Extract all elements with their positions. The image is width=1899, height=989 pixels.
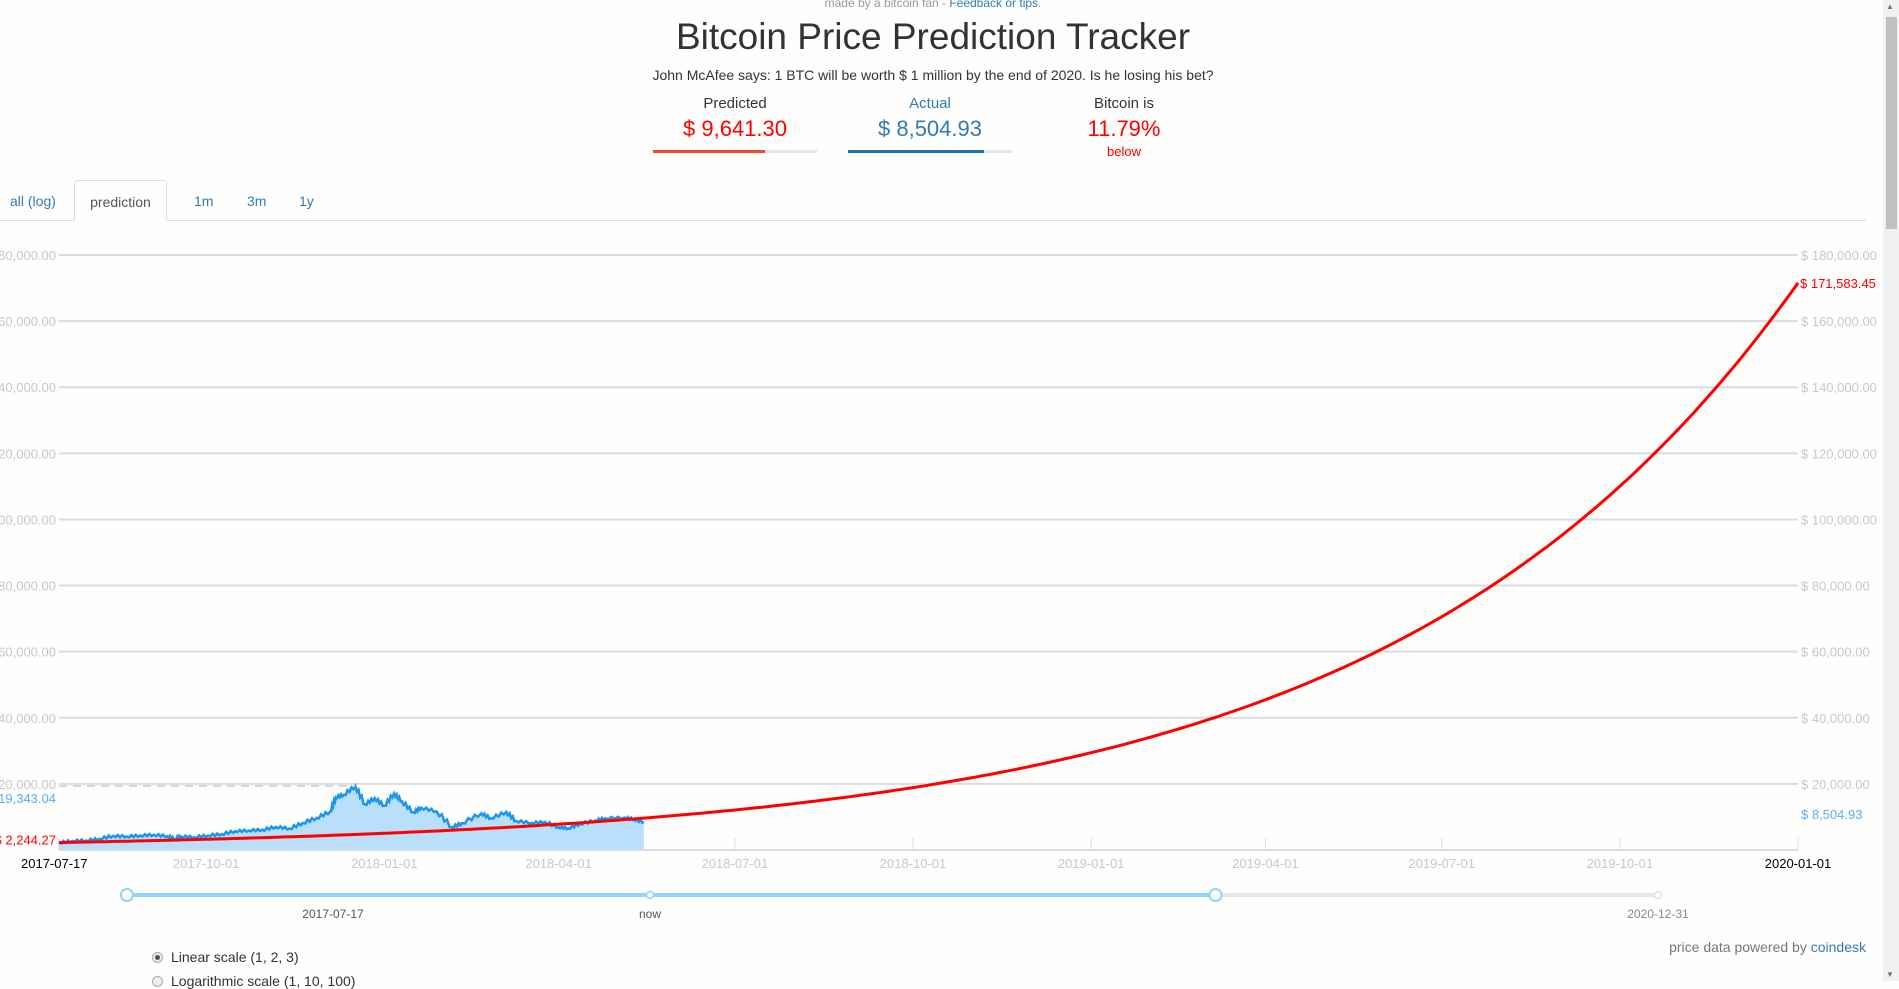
y-tick-label-right: $ 160,000.00 xyxy=(1801,314,1877,329)
tab-all-log[interactable]: all (log) xyxy=(10,193,56,209)
x-tick-label: 2019-04-01 xyxy=(1232,856,1299,871)
x-tick-label: 2018-01-01 xyxy=(351,856,418,871)
x-tick-label: 2018-04-01 xyxy=(525,856,592,871)
y-tick-label-right: $ 140,000.00 xyxy=(1801,380,1877,395)
actual-progress-bar xyxy=(848,150,1012,153)
predicted-value: $ 9,641.30 xyxy=(683,116,787,141)
page-subtitle: John McAfee says: 1 BTC will be worth $ … xyxy=(652,67,1214,83)
y-tick-label-left: $ 100,000.00 xyxy=(0,512,56,527)
actual-stat: Actual $ 8,504.93 xyxy=(845,95,1015,153)
predicted-progress-bar xyxy=(653,150,817,153)
slider-end-label: 2020-12-31 xyxy=(1627,907,1689,921)
current-price-label: $ 8,504.93 xyxy=(1801,807,1862,822)
tab-prediction[interactable]: prediction xyxy=(74,180,167,221)
scroll-up-icon[interactable]: ▲ xyxy=(1886,2,1894,11)
slider-end-marker xyxy=(1653,890,1663,900)
linear-scale-option[interactable]: Linear scale (1, 2, 3) xyxy=(152,949,299,965)
scrollbar[interactable]: ▲ ▼ xyxy=(1883,0,1899,981)
y-tick-label-left: $ 20,000.00 xyxy=(0,777,56,792)
y-tick-label-right: $ 100,000.00 xyxy=(1801,512,1877,527)
end-prediction-label: $ 171,583.45 xyxy=(1800,276,1876,291)
y-tick-label-right: $ 120,000.00 xyxy=(1801,446,1877,461)
data-attribution: price data powered by coindesk xyxy=(1669,939,1866,955)
scrollbar-thumb[interactable] xyxy=(1886,17,1897,229)
slider-start-handle[interactable] xyxy=(120,888,134,902)
tab-1y[interactable]: 1y xyxy=(299,193,314,209)
y-tick-label-right: $ 20,000.00 xyxy=(1801,777,1870,792)
x-tick-label: 2019-01-01 xyxy=(1058,856,1125,871)
y-tick-label-right: $ 180,000.00 xyxy=(1801,248,1877,263)
status-stat: Bitcoin is 11.79% below xyxy=(1039,95,1209,159)
log-scale-option[interactable]: Logarithmic scale (1, 10, 100) xyxy=(152,973,355,989)
feedback-link[interactable]: Feedback or tips xyxy=(949,0,1039,10)
predicted-label: Predicted xyxy=(703,95,767,112)
y-tick-label-left: $ 140,000.00 xyxy=(0,380,56,395)
radio-selected-icon[interactable] xyxy=(152,951,163,963)
y-tick-label-right: $ 60,000.00 xyxy=(1801,645,1870,660)
x-tick-label: 2019-10-01 xyxy=(1587,856,1654,871)
actual-value: $ 8,504.93 xyxy=(878,116,982,141)
x-tick-label: 2018-10-01 xyxy=(880,856,947,871)
slider-now-label: now xyxy=(638,907,662,921)
actual-progress-fill xyxy=(848,150,985,153)
tab-3m[interactable]: 3m xyxy=(247,193,267,209)
y-tick-label-left: $ 60,000.00 xyxy=(0,645,56,660)
linear-scale-label: Linear scale (1, 2, 3) xyxy=(171,949,299,965)
y-tick-label-left: $ 80,000.00 xyxy=(0,579,56,594)
start-price-label: $ 2,244.27 xyxy=(0,833,56,848)
prediction-line xyxy=(58,281,1800,845)
actual-label: Actual xyxy=(909,95,951,112)
x-tick-label: 2018-07-01 xyxy=(702,856,769,871)
page-title: Bitcoin Price Prediction Tracker xyxy=(675,16,1191,57)
scroll-down-icon[interactable]: ▼ xyxy=(1886,970,1894,979)
x-tick-label: 2017-07-17 xyxy=(21,856,88,871)
x-tick-label: 2020-01-01 xyxy=(1765,856,1832,871)
x-tick-label: 2019-07-01 xyxy=(1408,856,1475,871)
predicted-progress-fill xyxy=(653,150,765,153)
y-tick-label-right: $ 80,000.00 xyxy=(1801,579,1870,594)
x-tick-label: 2017-10-01 xyxy=(173,856,240,871)
tab-1m[interactable]: 1m xyxy=(194,193,214,209)
coindesk-link[interactable]: coindesk xyxy=(1810,939,1866,955)
credit-text: made by a bitcoin fan - xyxy=(824,0,950,10)
slider-start-label: 2017-07-17 xyxy=(302,907,364,921)
slider-end-handle[interactable] xyxy=(1208,888,1223,902)
credit-suffix: . xyxy=(1038,0,1042,10)
actual-area xyxy=(59,786,644,850)
status-percent: 11.79% xyxy=(1087,116,1161,141)
y-tick-label-left: $ 120,000.00 xyxy=(0,446,56,461)
y-tick-label-left: $ 180,000.00 xyxy=(0,248,56,263)
y-tick-label-right: $ 40,000.00 xyxy=(1801,711,1870,726)
radio-unselected-icon[interactable] xyxy=(152,975,163,987)
predicted-stat: Predicted $ 9,641.30 xyxy=(650,95,820,153)
status-direction: below xyxy=(1107,144,1141,159)
max-price-label: $ 19,343.04 xyxy=(0,791,56,806)
chart-tabs: all (log) prediction 1m 3m 1y xyxy=(0,180,1866,221)
status-label: Bitcoin is xyxy=(1093,95,1155,112)
credit-line: made by a bitcoin fan - Feedback or tips… xyxy=(0,0,1866,10)
y-tick-label-left: $ 160,000.00 xyxy=(0,314,56,329)
slider-now-marker xyxy=(645,890,655,900)
powered-text: price data powered by xyxy=(1669,939,1811,955)
y-tick-label-left: $ 40,000.00 xyxy=(0,711,56,726)
log-scale-label: Logarithmic scale (1, 10, 100) xyxy=(171,973,356,989)
actual-line xyxy=(58,783,645,845)
